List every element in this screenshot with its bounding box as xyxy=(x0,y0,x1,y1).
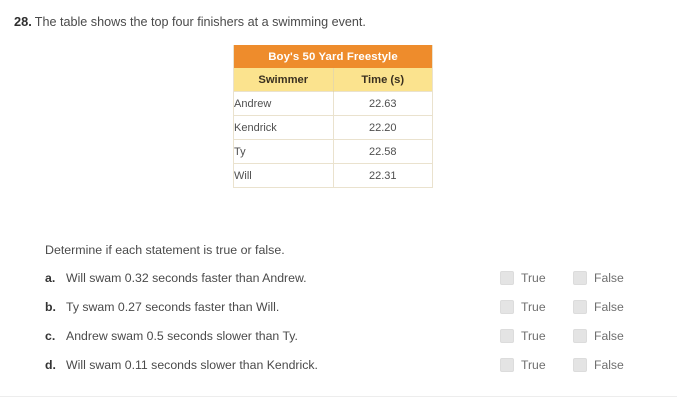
option-true-label: True xyxy=(521,271,546,285)
question-prompt-text: The table shows the top four finishers a… xyxy=(34,15,366,29)
statement-row-a: a. Will swam 0.32 seconds faster than An… xyxy=(45,271,665,289)
option-false-c[interactable]: False xyxy=(573,329,624,343)
question-prompt: 28. The table shows the top four finisher… xyxy=(14,14,366,29)
statement-row-b: b. Ty swam 0.27 seconds faster than Will… xyxy=(45,300,665,318)
statement-letter: a. xyxy=(45,271,56,285)
statement-letter: c. xyxy=(45,329,56,343)
checkbox-true-icon[interactable] xyxy=(500,271,514,285)
table-header-row: Swimmer Time (s) xyxy=(233,68,433,92)
cell-swimmer: Andrew xyxy=(233,91,334,116)
table-row: Kendrick 22.20 xyxy=(233,115,433,140)
checkbox-true-icon[interactable] xyxy=(500,300,514,314)
statement-row-d: d. Will swam 0.11 seconds slower than Ke… xyxy=(45,358,665,376)
cell-swimmer: Kendrick xyxy=(233,115,334,140)
checkbox-false-icon[interactable] xyxy=(573,358,587,372)
statement-text: Will swam 0.32 seconds faster than Andre… xyxy=(66,271,307,285)
table-row: Ty 22.58 xyxy=(233,139,433,164)
cell-swimmer: Ty xyxy=(233,139,334,164)
column-header-swimmer: Swimmer xyxy=(233,68,334,92)
cell-swimmer: Will xyxy=(233,163,334,188)
option-true-a[interactable]: True xyxy=(500,271,546,285)
statement-row-c: c. Andrew swam 0.5 seconds slower than T… xyxy=(45,329,665,347)
option-true-b[interactable]: True xyxy=(500,300,546,314)
option-false-label: False xyxy=(594,358,624,372)
option-false-label: False xyxy=(594,271,624,285)
page-divider xyxy=(0,396,677,397)
option-true-label: True xyxy=(521,329,546,343)
option-true-label: True xyxy=(521,300,546,314)
table-row: Will 22.31 xyxy=(233,163,433,188)
table-title: Boy's 50 Yard Freestyle xyxy=(233,45,433,68)
statement-letter: d. xyxy=(45,358,56,372)
checkbox-false-icon[interactable] xyxy=(573,329,587,343)
statement-text: Ty swam 0.27 seconds faster than Will. xyxy=(66,300,280,314)
swim-results-table: Boy's 50 Yard Freestyle Swimmer Time (s)… xyxy=(233,45,433,188)
checkbox-false-icon[interactable] xyxy=(573,271,587,285)
table-title-row: Boy's 50 Yard Freestyle xyxy=(233,45,433,68)
checkbox-true-icon[interactable] xyxy=(500,358,514,372)
cell-time: 22.58 xyxy=(333,139,433,164)
checkbox-true-icon[interactable] xyxy=(500,329,514,343)
option-false-d[interactable]: False xyxy=(573,358,624,372)
option-false-label: False xyxy=(594,329,624,343)
checkbox-false-icon[interactable] xyxy=(573,300,587,314)
cell-time: 22.20 xyxy=(333,115,433,140)
option-true-d[interactable]: True xyxy=(500,358,546,372)
instruction-text: Determine if each statement is true or f… xyxy=(45,243,285,257)
statement-text: Will swam 0.11 seconds slower than Kendr… xyxy=(66,358,318,372)
question-number: 28. xyxy=(14,14,32,29)
option-false-a[interactable]: False xyxy=(573,271,624,285)
option-true-c[interactable]: True xyxy=(500,329,546,343)
option-false-label: False xyxy=(594,300,624,314)
option-true-label: True xyxy=(521,358,546,372)
statement-letter: b. xyxy=(45,300,56,314)
table-row: Andrew 22.63 xyxy=(233,91,433,116)
column-header-time: Time (s) xyxy=(333,68,433,92)
cell-time: 22.31 xyxy=(333,163,433,188)
cell-time: 22.63 xyxy=(333,91,433,116)
statement-text: Andrew swam 0.5 seconds slower than Ty. xyxy=(66,329,298,343)
option-false-b[interactable]: False xyxy=(573,300,624,314)
